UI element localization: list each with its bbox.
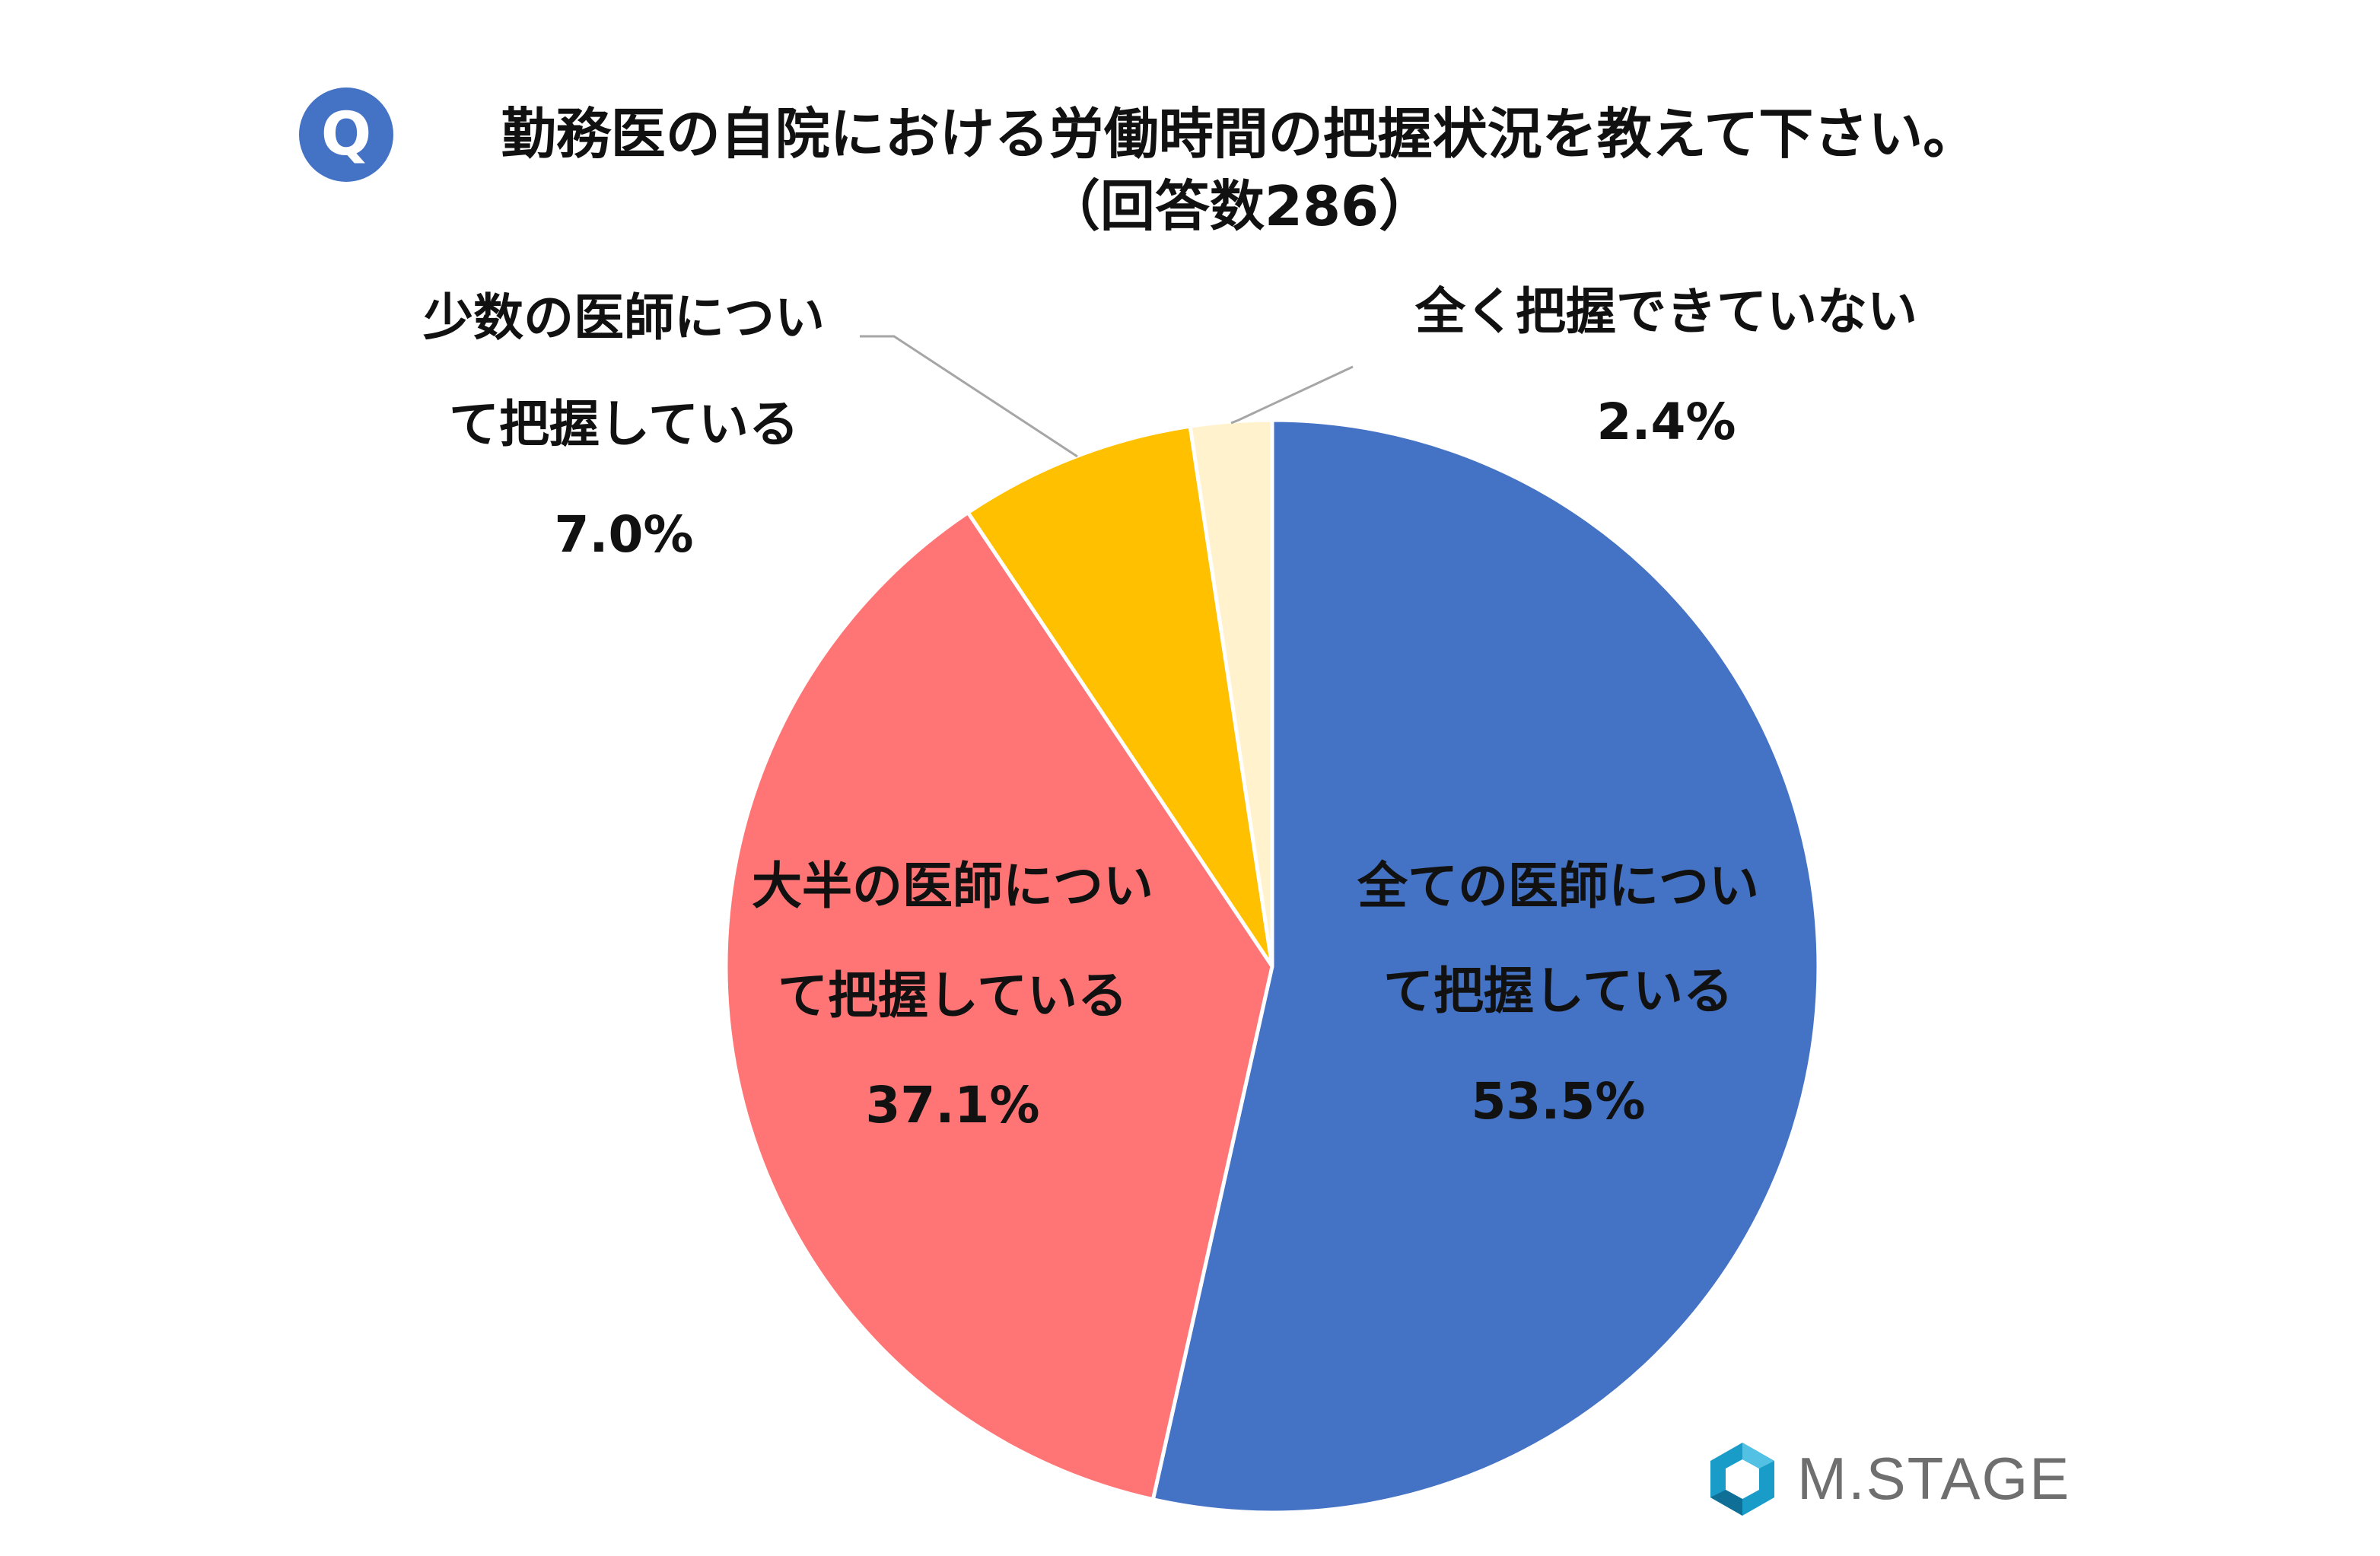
brand-logo: M.STAGE	[1704, 1438, 2069, 1522]
chart-title: 勤務医の自院における労働時間の把握状況を教えて下さい。	[501, 102, 1978, 166]
leader-line-none	[1230, 365, 1354, 425]
slice-label-all-line2: て把握している	[1382, 962, 1734, 1020]
slice-label-all-line1: 全ての医師につい	[1357, 857, 1759, 915]
pie-slice-few	[966, 424, 1274, 969]
logo-text: M.STAGE	[1797, 1445, 2071, 1512]
slice-value-most: 37.1%	[865, 1076, 1040, 1134]
pie-slice-most	[724, 511, 1274, 1502]
pie-slice-none	[1188, 418, 1274, 969]
leader-lines	[860, 335, 1354, 458]
slice-label-none-line1: 全く把握できていない	[1415, 282, 1917, 341]
slice-label-few-line2: て把握している	[448, 395, 800, 453]
slice-label-most-line2: て把握している	[777, 966, 1128, 1025]
slice-value-all: 53.5%	[1471, 1072, 1646, 1131]
pie-slice-all	[1150, 418, 1821, 1515]
pie-slices	[724, 418, 1821, 1515]
slice-label-few-line1: 少数の医師につい	[423, 288, 825, 347]
slice-label-most-line1: 大半の医師につい	[752, 857, 1153, 915]
hexagon-logo-icon	[1710, 1443, 1774, 1516]
question-badge: Q	[299, 88, 393, 182]
slice-value-none: 2.4%	[1596, 393, 1736, 451]
leader-line-few	[860, 335, 1078, 458]
chart-subtitle: （回答数286）	[1045, 174, 1434, 238]
slice-value-few: 7.0%	[554, 505, 694, 564]
